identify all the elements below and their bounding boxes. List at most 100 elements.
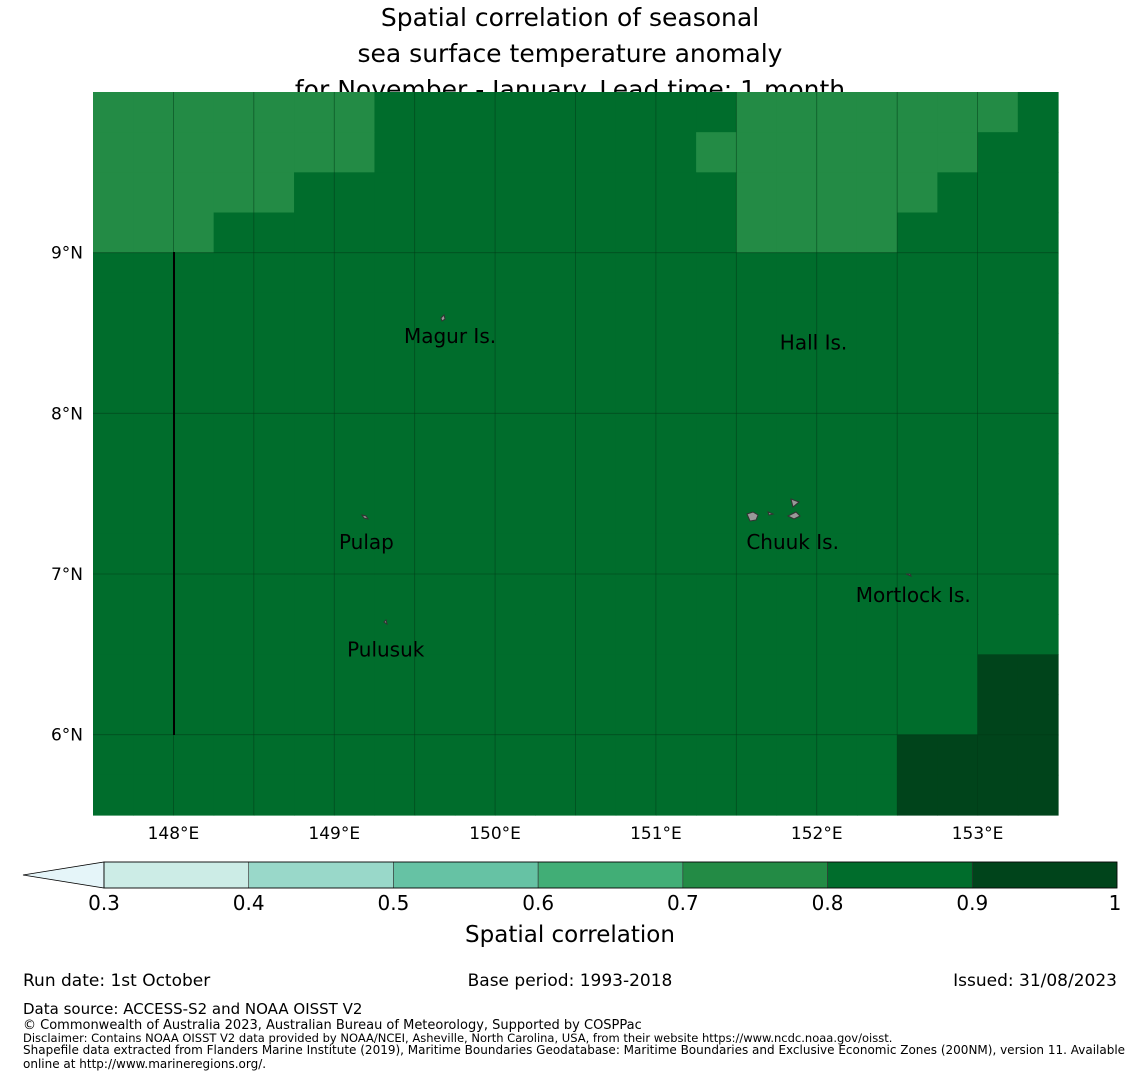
colorbar-tick-label: 0.6 <box>522 891 555 915</box>
grid-cell <box>93 734 134 776</box>
grid-cell <box>495 132 536 173</box>
grid-cell <box>615 172 657 214</box>
grid-cell <box>213 734 255 776</box>
grid-cell <box>575 132 617 173</box>
grid-cell <box>655 533 697 575</box>
grid-cell <box>294 132 335 173</box>
grid-cell <box>535 654 577 696</box>
grid-cell <box>133 292 175 334</box>
shapefile-credit-2: online at http://www.marineregions.org/. <box>23 1057 267 1071</box>
grid-cell <box>414 172 456 214</box>
grid-cell <box>294 373 335 414</box>
grid-cell <box>655 774 697 816</box>
grid-cell <box>937 413 979 455</box>
grid-cell <box>696 413 737 455</box>
grid-cell <box>575 92 617 133</box>
grid-cell <box>655 574 697 615</box>
colorbar-tick-label: 0.8 <box>811 891 844 915</box>
grid-cell <box>173 373 215 414</box>
grid-cell <box>1017 614 1059 655</box>
grid-cell <box>374 252 416 294</box>
grid-cell <box>454 373 496 414</box>
grid-cell <box>897 252 938 294</box>
grid-cell <box>374 333 416 374</box>
grid-cell <box>495 694 536 736</box>
grid-cell <box>816 413 858 455</box>
grid-cell <box>615 533 657 575</box>
grid-cell <box>133 694 175 736</box>
grid-cell <box>495 493 536 535</box>
grid-cell <box>253 774 295 816</box>
grid-cell <box>615 574 657 615</box>
grid-cell <box>696 333 737 374</box>
grid-cell <box>856 453 898 495</box>
grid-cell <box>535 92 577 133</box>
grid-cell <box>374 172 416 214</box>
grid-cell <box>495 172 536 214</box>
grid-cell <box>173 212 215 254</box>
grid-cell <box>374 373 416 414</box>
grid-cell <box>937 373 979 414</box>
grid-cell <box>133 212 175 254</box>
lat-tick-label: 6°N <box>51 726 83 746</box>
grid-cell <box>535 614 577 655</box>
colorbar-tick-label: 1 <box>1108 891 1122 915</box>
grid-cell <box>454 292 496 334</box>
grid-cell <box>334 252 376 294</box>
grid-cell <box>414 252 456 294</box>
grid-cell <box>856 413 898 455</box>
place-label: Pulap <box>339 530 394 554</box>
grid-cell <box>454 493 496 535</box>
disclaimer: Disclaimer: Contains NOAA OISST V2 data … <box>23 1031 893 1045</box>
grid-cell <box>173 694 215 736</box>
grid-cell <box>615 614 657 655</box>
grid-cell <box>374 92 416 133</box>
grid-cell <box>454 574 496 615</box>
grid-cell <box>575 413 617 455</box>
grid-cell <box>897 132 938 173</box>
grid-cell <box>977 413 1019 455</box>
grid-cell <box>696 574 737 615</box>
colorbar-tick-label: 0.5 <box>377 891 410 915</box>
grid-cell <box>294 212 335 254</box>
grid-cell <box>897 92 938 133</box>
grid-cell <box>374 292 416 334</box>
grid-cell <box>495 574 536 615</box>
grid-cell <box>334 212 376 254</box>
grid-cell <box>133 252 175 294</box>
grid-cell <box>816 614 858 655</box>
grid-cell <box>253 453 295 495</box>
lat-tick-label: 8°N <box>51 404 83 424</box>
grid-cell <box>495 734 536 776</box>
grid-cell <box>133 614 175 655</box>
grid-cell <box>856 373 898 414</box>
place-label: Magur Is. <box>404 324 496 348</box>
grid-cell <box>414 373 456 414</box>
grid-cell <box>615 654 657 696</box>
grid-cell <box>535 574 577 615</box>
place-label: Chuuk Is. <box>746 530 839 554</box>
issued-date: Issued: 31/08/2023 <box>953 971 1117 991</box>
grid-cell <box>454 212 496 254</box>
grid-cell <box>856 614 898 655</box>
grid-cell <box>655 172 697 214</box>
grid-cell <box>93 694 134 736</box>
grid-cell <box>495 533 536 575</box>
grid-cell <box>615 292 657 334</box>
grid-cell <box>977 533 1019 575</box>
grid-cell <box>856 292 898 334</box>
grid-cell <box>776 172 818 214</box>
grid-cell <box>1017 654 1059 696</box>
title-line-1: Spatial correlation of seasonal <box>380 3 760 32</box>
grid-cell <box>495 292 536 334</box>
grid-cell <box>696 292 737 334</box>
grid-cell <box>736 172 778 214</box>
grid-cell <box>213 614 255 655</box>
grid-cell <box>173 292 215 334</box>
grid-cell <box>334 373 376 414</box>
grid-cell <box>696 92 737 133</box>
grid-cell <box>253 292 295 334</box>
grid-cell <box>736 614 778 655</box>
grid-cell <box>253 92 295 133</box>
